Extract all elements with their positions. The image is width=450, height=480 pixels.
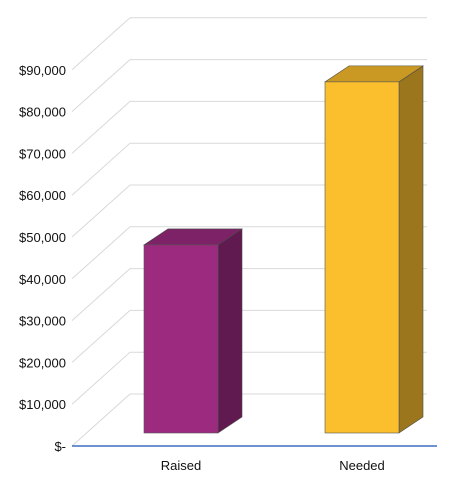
y-tick-label: $90,000 — [19, 63, 66, 78]
y-tick-label: $40,000 — [19, 272, 66, 287]
y-tick-label: $80,000 — [19, 105, 66, 120]
gridline — [71, 17, 427, 71]
bars — [143, 65, 424, 434]
y-tick-label: $70,000 — [19, 146, 66, 161]
bar-front-face — [324, 81, 400, 434]
bar-side-face — [217, 228, 243, 434]
bar-front-face — [143, 244, 219, 434]
bar-needed — [324, 65, 424, 434]
x-category-label: Raised — [161, 458, 201, 473]
y-tick-label: $50,000 — [19, 230, 66, 245]
bar-side-face — [398, 65, 424, 434]
y-axis-tick-labels: $- $10,000 $20,000 $30,000 $40,000 $50,000 $60… — [19, 63, 66, 454]
gridlines — [71, 17, 427, 447]
x-category-label: Needed — [339, 458, 385, 473]
y-tick-label: $30,000 — [19, 314, 66, 329]
x-axis-category-labels: Raised Needed — [161, 458, 385, 473]
bar-raised — [143, 228, 243, 434]
y-tick-label: $10,000 — [19, 397, 66, 412]
y-tick-label: $60,000 — [19, 188, 66, 203]
y-tick-label: $- — [54, 439, 66, 454]
y-tick-label: $20,000 — [19, 355, 66, 370]
gridline — [71, 59, 427, 112]
